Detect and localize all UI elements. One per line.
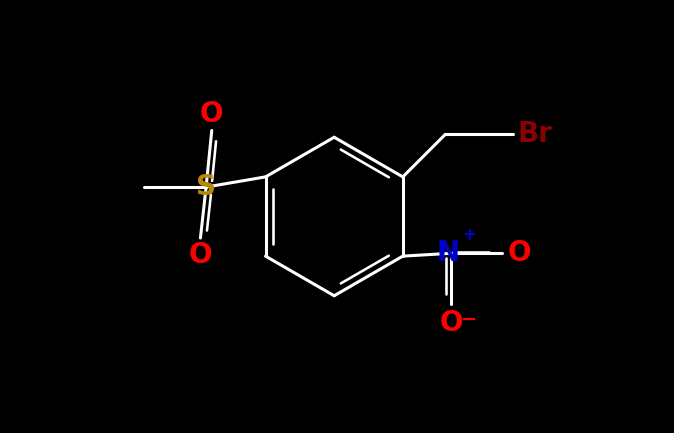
Text: S: S xyxy=(196,173,216,201)
Text: O: O xyxy=(439,309,462,337)
Text: Br: Br xyxy=(518,120,553,149)
Text: +: + xyxy=(462,226,476,244)
Text: N: N xyxy=(437,239,460,267)
Text: O: O xyxy=(200,100,224,128)
Text: O: O xyxy=(508,239,531,267)
Text: O: O xyxy=(189,241,212,269)
Text: −: − xyxy=(461,310,477,329)
